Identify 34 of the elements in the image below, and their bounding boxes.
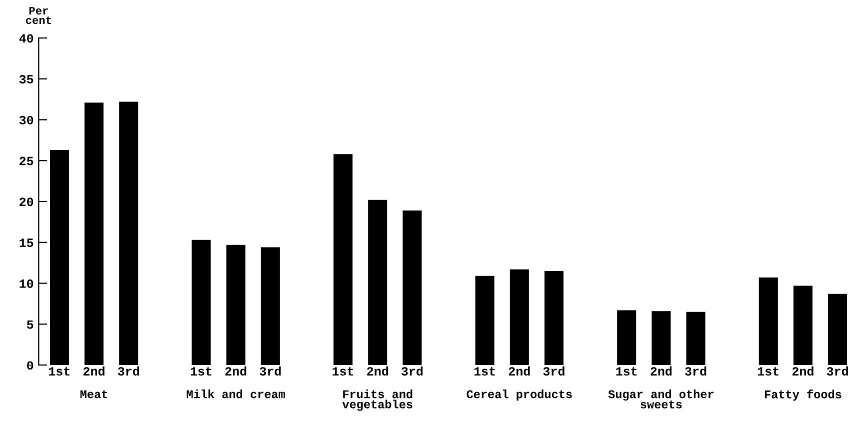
x-tick-label: 2nd: [792, 366, 814, 376]
x-tick-label: 1st: [474, 367, 495, 376]
x-tick-label: 2nd: [225, 366, 246, 376]
x-tick-label: 3rd: [685, 366, 706, 376]
y-tick-label: 15: [20, 238, 34, 248]
y-tick-label: 0: [27, 361, 34, 370]
y-axis-title: Per cent: [26, 7, 51, 24]
text: Milk and cream: [186, 390, 285, 398]
x-tick-label: 2nd: [367, 366, 388, 376]
y-tick-label: 10: [20, 279, 34, 288]
y-tick-label: 40: [19, 34, 34, 43]
text: Sugar and other sweets: [608, 390, 714, 408]
y-tick-label: 25: [20, 156, 34, 166]
x-tick-label: 3rd: [826, 366, 848, 376]
x-tick-label: 3rd: [260, 366, 281, 376]
text: Cereal products: [466, 390, 572, 401]
x-tick-label: 3rd: [543, 366, 564, 376]
text: Meat: [80, 390, 108, 398]
x-tick-label: 2nd: [84, 366, 104, 376]
x-tick-label: 2nd: [650, 366, 672, 376]
x-tick-label: 1st: [49, 367, 70, 376]
x-tick-label: 1st: [616, 367, 637, 376]
x-tick-label: 1st: [332, 367, 354, 376]
x-tick-label: 3rd: [402, 366, 423, 376]
x-tick-label: 3rd: [118, 366, 140, 376]
x-tick-label: 2nd: [508, 366, 530, 376]
text: Fruits and vegetables: [342, 390, 412, 411]
y-tick-label: 5: [26, 320, 34, 329]
x-tick-label: 1st: [758, 367, 778, 376]
y-tick-label: 30: [19, 116, 34, 124]
text: Fatty foods: [764, 390, 842, 401]
x-tick-label: 1st: [190, 367, 212, 376]
y-tick-label: 35: [19, 75, 34, 84]
y-tick-label: 20: [20, 198, 34, 206]
